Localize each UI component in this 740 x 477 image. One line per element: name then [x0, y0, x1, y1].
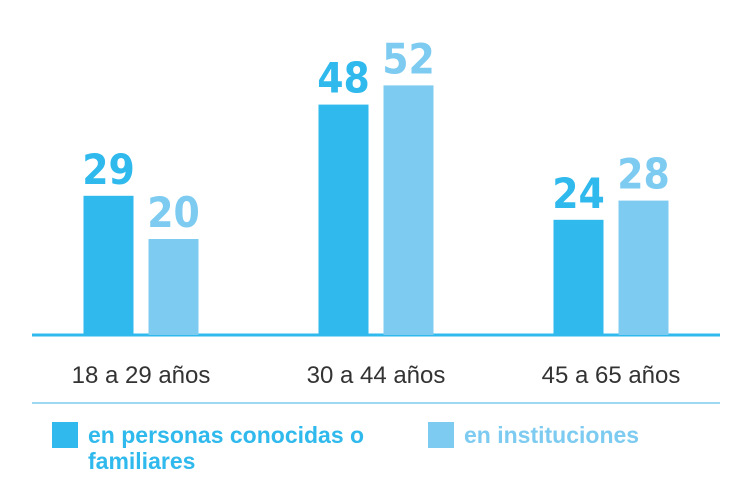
x-tick-label: 45 a 65 años [542, 362, 681, 389]
legend-item: en personas conocidas o familiares [52, 422, 428, 474]
bar [83, 195, 134, 335]
bar [618, 200, 669, 335]
legend-swatch [428, 422, 454, 448]
bar [383, 85, 434, 336]
bar [318, 104, 369, 335]
x-tick-label: 18 a 29 años [72, 362, 211, 389]
value-label: 29 [82, 145, 135, 194]
legend-item: en instituciones [428, 422, 728, 474]
legend-label: en instituciones [464, 422, 640, 448]
legend: en personas conocidas o familiares en ins… [52, 422, 728, 474]
x-tick-label: 30 a 44 años [307, 362, 446, 389]
legend-swatch [52, 422, 78, 448]
value-label: 20 [147, 188, 200, 237]
value-label: 28 [617, 150, 670, 199]
bar [553, 219, 604, 335]
legend-label: en personas conocidas o familiares [88, 422, 365, 474]
bar [148, 239, 199, 335]
value-label: 52 [382, 34, 435, 83]
value-label: 48 [317, 54, 370, 103]
value-label: 24 [552, 169, 605, 218]
